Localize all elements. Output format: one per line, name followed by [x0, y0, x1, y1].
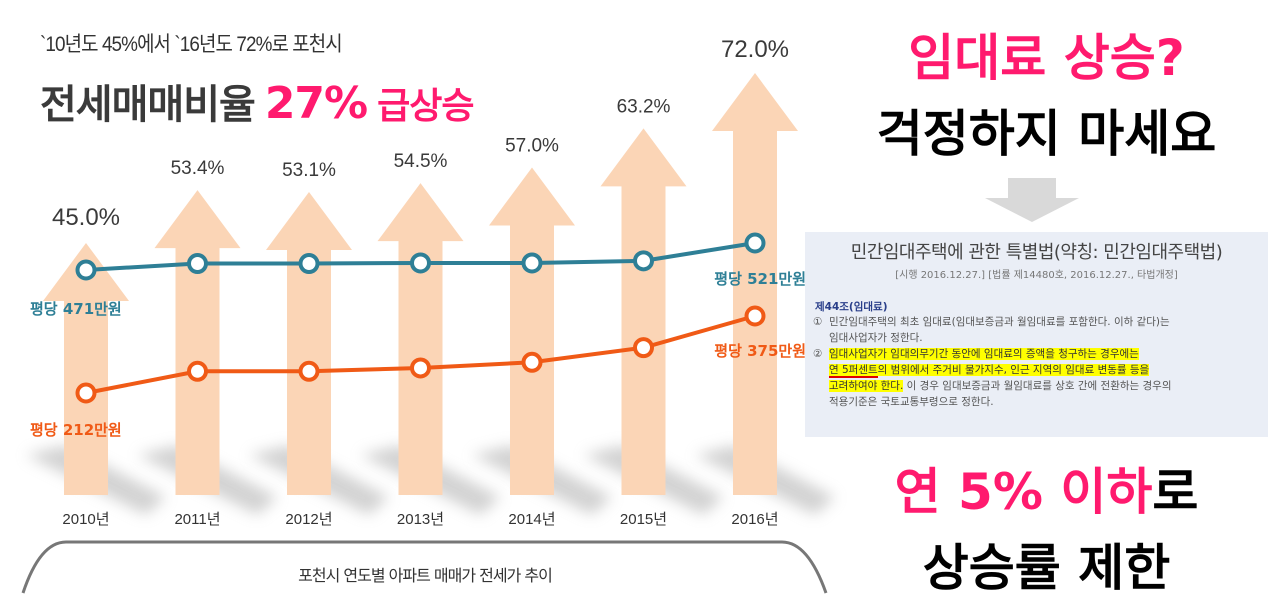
price-data-label: 평당 521만원 — [714, 270, 806, 288]
x-tick-label: 2012년 — [285, 511, 332, 528]
item-number: ② — [813, 348, 823, 360]
item-text: 민간임대주택의 최초 임대료(임대보증금과 월임대료를 포함한다. 이하 같다)… — [829, 316, 1170, 328]
limit-suffix: 로 — [1152, 463, 1199, 521]
subtitle: `10년도 45%에서 `16년도 72%로 포천시 — [40, 33, 343, 56]
ratio-data-label: 63.2% — [617, 96, 671, 117]
series-point — [633, 337, 654, 359]
series-point — [187, 360, 208, 382]
ratio-data-label: 53.4% — [171, 158, 225, 179]
law-item-2: ② 임대사업자가 임대의무기간 동안에 임대료의 증액을 청구하는 경우에는 연 … — [813, 346, 1261, 410]
ratio-data-label: 53.1% — [282, 160, 336, 181]
x-tick-label: 2011년 — [174, 511, 220, 528]
reassure-heading: 걱정하지 마세요 — [876, 105, 1217, 163]
highlight-text: 고려하여야 한다. — [829, 380, 904, 392]
series-point — [410, 252, 431, 274]
x-tick-label: 2010년 — [62, 511, 109, 528]
price-data-label: 평당 375만원 — [714, 342, 806, 360]
ratio-data-label: 54.5% — [394, 151, 448, 172]
item-text-cont: 적용기준은 국토교통부령으로 정한다. — [829, 396, 994, 408]
item-text-cont: 임대사업자가 정한다. — [829, 332, 923, 344]
chart: 45.0% 2010년 53.4% 2011년 53.1% 2012년 54.5% 2013년… — [21, 36, 835, 594]
series-point — [298, 253, 320, 275]
highlight-text: 임대사업자가 임대의무기간 동안에 임대료의 증액을 청구하는 경우에는 — [829, 348, 1139, 360]
limit-heading-2: 상승률 제한 — [922, 539, 1171, 597]
series-point — [521, 252, 543, 274]
x-tick-label: 2013년 — [397, 511, 444, 528]
law-item-1: ① 민간임대주택의 최초 임대료(임대보증금과 월임대료를 포함한다. 이하 같다… — [813, 314, 1261, 346]
series-point — [410, 357, 431, 379]
series-point — [75, 382, 97, 404]
series-point — [298, 360, 320, 382]
price-data-label: 평당 471만원 — [30, 300, 122, 318]
limit-highlight: 연 5% 이하 — [894, 463, 1153, 521]
ratio-arrow — [43, 243, 129, 495]
series-point — [521, 351, 543, 373]
ratio-arrow — [489, 167, 575, 495]
arrow-down-icon — [985, 178, 1079, 222]
highlight-underlined: 연 5퍼센트 — [829, 364, 878, 378]
ratio-data-label: 57.0% — [505, 135, 559, 156]
ratio-arrow — [266, 192, 352, 495]
headline-percent: 27% — [264, 78, 368, 129]
chart-caption: 포천시 연도별 아파트 매매가 전세가 추이 — [298, 566, 553, 585]
series-point — [187, 253, 208, 275]
ratio-data-label: 72.0% — [721, 36, 789, 63]
law-excerpt-panel: 민간임대주택에 관한 특별법(약칭: 민간임대주택법) [시행 2016.12.… — [805, 232, 1268, 437]
x-tick-label: 2016년 — [731, 511, 778, 528]
caption-bracket — [21, 540, 828, 594]
item-text: 이 경우 임대보증금과 월임대료를 상호 간에 전환하는 경우의 — [903, 380, 1172, 392]
chart-labels: 45.0% 2010년 53.4% 2011년 53.1% 2012년 54.5% 2013년… — [30, 36, 806, 528]
question-heading: 임대료 상승? — [908, 29, 1185, 87]
law-title: 민간임대주택에 관한 특별법(약칭: 민간임대주택법) — [850, 242, 1223, 263]
law-article-heading: 제44조(임대료) — [815, 301, 888, 313]
limit-heading: 연 5% 이하로 — [820, 452, 1273, 524]
x-tick-label: 2015년 — [620, 511, 667, 528]
headline-suffix: 급상승 — [377, 86, 474, 127]
series-point — [633, 250, 654, 272]
series-point — [744, 305, 766, 327]
ratio-data-label: 45.0% — [52, 204, 120, 231]
ratio-arrows — [43, 73, 798, 495]
headline-prefix: 전세매매비율 — [40, 82, 256, 128]
x-tick-label: 2014년 — [508, 511, 555, 528]
series-point — [75, 259, 97, 281]
ratio-arrow — [600, 128, 687, 495]
series-point — [744, 232, 766, 254]
law-subtitle: [시행 2016.12.27.] [법률 제14480호, 2016.12.27… — [895, 270, 1178, 281]
item-number: ① — [813, 316, 823, 328]
price-lines — [75, 232, 766, 404]
headline: 전세매매비율 27% 급상승 — [40, 72, 475, 130]
highlight-text: 의 범위에서 주거비 물가지수, 인근 지역의 임대료 변동률 등을 — [877, 364, 1150, 376]
ratio-arrow — [712, 73, 798, 495]
price-data-label: 평당 212만원 — [30, 421, 122, 439]
